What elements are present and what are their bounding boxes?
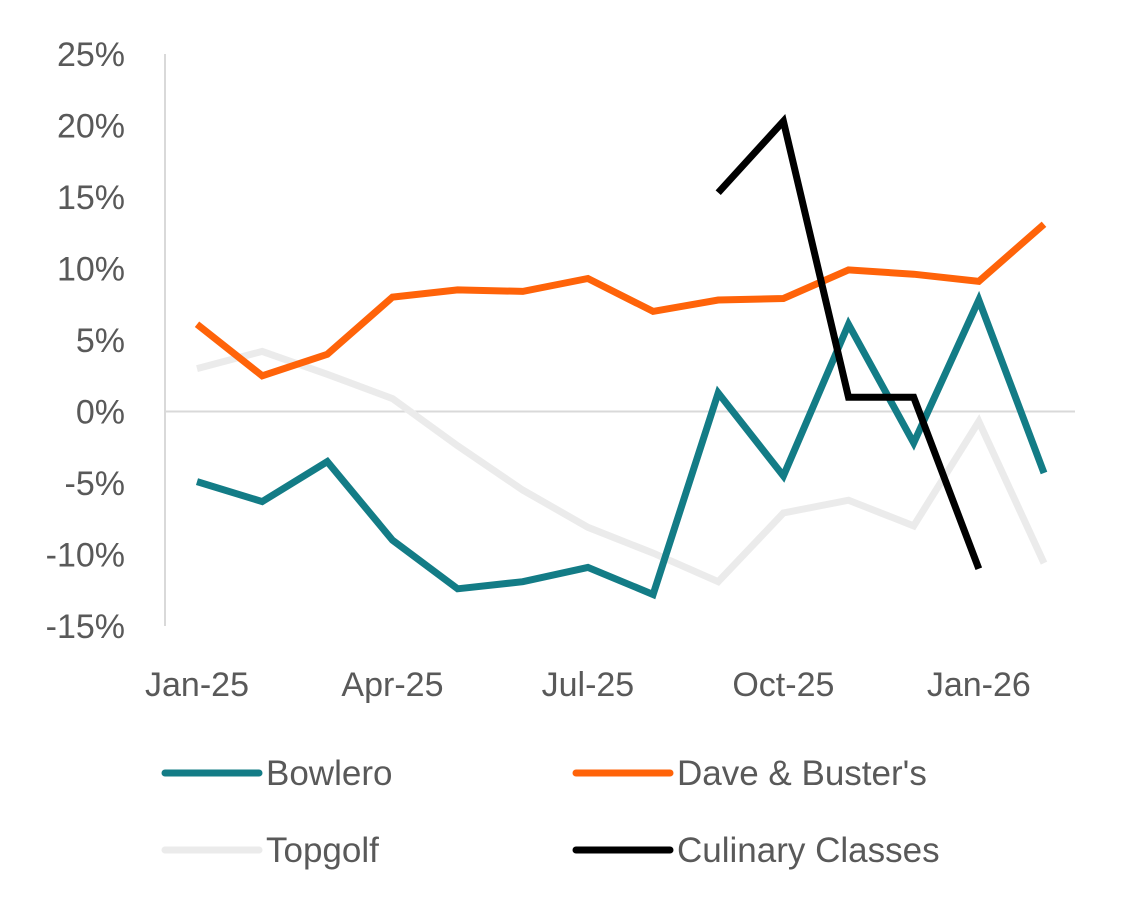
legend-label: Culinary Classes xyxy=(677,831,940,870)
legend-item: Culinary Classes xyxy=(572,831,940,870)
x-tick-label: Jan-26 xyxy=(927,666,1031,704)
chart-axes xyxy=(164,54,1075,626)
y-tick-label: 15% xyxy=(57,179,125,217)
y-tick-label: -10% xyxy=(46,537,125,575)
x-tick-label: Apr-25 xyxy=(341,666,443,704)
y-tick-label: 20% xyxy=(57,108,125,146)
y-tick-label: 10% xyxy=(57,251,125,289)
y-axis-tick-labels: 25% 20% 15% 10% 5% 0% -5% -10% -15% xyxy=(46,36,125,646)
y-tick-label: 0% xyxy=(76,394,125,432)
y-tick-label: -5% xyxy=(65,465,125,503)
series-lines xyxy=(194,113,1048,600)
y-tick-label: 5% xyxy=(76,322,125,360)
legend-label: Topgolf xyxy=(266,831,379,870)
y-tick-label: 25% xyxy=(57,36,125,74)
series-line-topgolf xyxy=(196,347,1048,586)
y-tick-label: -15% xyxy=(46,608,125,646)
legend-item: Topgolf xyxy=(161,831,379,870)
legend-label: Bowlero xyxy=(266,754,392,793)
legend-item: Bowlero xyxy=(161,754,392,793)
chart-legend: Bowlero Dave & Buster's Topgolf Culinary Cl… xyxy=(161,754,940,870)
series-line-bowlero xyxy=(195,290,1048,600)
x-axis-tick-labels: Jan-25 Apr-25 Jul-25 Oct-25 Jan-26 xyxy=(145,666,1031,704)
x-tick-label: Oct-25 xyxy=(732,666,834,704)
legend-label: Dave & Buster's xyxy=(677,754,927,793)
series-line-dave-buster-s xyxy=(194,221,1047,380)
x-tick-label: Jul-25 xyxy=(542,666,635,704)
series-line-culinary-classes xyxy=(715,113,983,571)
x-tick-label: Jan-25 xyxy=(145,666,249,704)
legend-item: Dave & Buster's xyxy=(572,754,927,793)
